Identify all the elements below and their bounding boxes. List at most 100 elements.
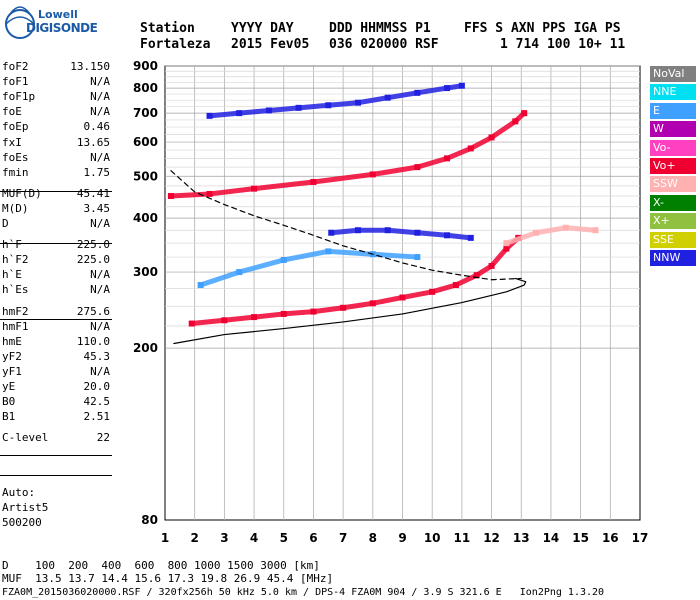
echo-data-point	[562, 224, 569, 231]
echo-data-point	[384, 227, 391, 234]
echo-trace-series	[503, 225, 598, 246]
y-tick-label: 80	[141, 513, 158, 527]
echo-trace-series	[328, 227, 474, 241]
param-value: N/A	[90, 283, 110, 297]
x-tick-label: 2	[191, 531, 199, 545]
y-tick-label: 400	[133, 211, 158, 225]
param-value: N/A	[90, 75, 110, 89]
separator	[0, 455, 112, 456]
echo-data-point	[251, 314, 258, 321]
x-tick-label: 13	[513, 531, 530, 545]
x-tick-label: 1	[161, 531, 169, 545]
legend-item: Vo-	[650, 139, 696, 156]
echo-data-point	[265, 107, 272, 114]
y-tick-label: 900	[133, 59, 158, 73]
param-row: B1 2.51	[2, 409, 110, 424]
param-label: fmin	[2, 165, 29, 179]
echo-data-point	[325, 248, 332, 255]
echo-data-point	[399, 294, 406, 301]
echo-data-point	[521, 110, 528, 117]
param-label: foEp	[2, 120, 29, 134]
param-value: N/A	[90, 105, 110, 119]
header-label-date: YYYY DAY	[231, 21, 294, 36]
legend-item: NNW	[650, 250, 696, 266]
param-value: 0.46	[83, 120, 111, 134]
echo-data-point	[310, 178, 317, 185]
x-tick-label: 5	[280, 531, 288, 545]
echo-data-point	[429, 288, 436, 295]
separator	[0, 243, 112, 244]
param-label: D	[2, 217, 9, 230]
param-value: 275.6	[76, 304, 110, 318]
param-value: N/A	[90, 217, 110, 230]
echo-data-point	[280, 310, 287, 317]
header-label-time: DDD HHMMSS P1	[329, 21, 431, 36]
param-label: h`Es	[2, 283, 29, 297]
echo-data-point	[369, 300, 376, 307]
param-value: N/A	[90, 319, 110, 333]
echo-data-point	[444, 232, 451, 239]
y-tick-label: 200	[133, 341, 158, 355]
y-tick-label: 800	[133, 81, 158, 95]
param-value: 225.0	[76, 238, 110, 252]
y-tick-label: 500	[133, 169, 158, 183]
param-row: foE N/A	[2, 104, 110, 119]
separator	[0, 319, 112, 320]
param-value: 110.0	[76, 334, 110, 348]
x-tick-label: 4	[250, 531, 258, 545]
param-label: MUF(D)	[2, 186, 42, 200]
param-label: M(D)	[2, 201, 29, 215]
param-value: 13.150	[70, 60, 110, 73]
model-profile-line	[170, 170, 522, 281]
param-row: fmin 1.75	[2, 165, 110, 180]
legend-item: E	[650, 102, 696, 119]
param-row: foF1 N/A	[2, 74, 110, 89]
param-row: h`F2 225.0	[2, 252, 110, 267]
param-label: hmE	[2, 334, 22, 348]
param-row: foF1p N/A	[2, 89, 110, 104]
param-row: foEs N/A	[2, 150, 110, 165]
auto-label: Auto:	[2, 486, 36, 499]
separator	[0, 191, 112, 192]
param-value: 1.75	[83, 165, 111, 179]
x-tick-label: 9	[398, 531, 406, 545]
echo-data-point	[206, 112, 213, 119]
legend-item: X+	[650, 213, 696, 230]
echo-data-point	[188, 320, 195, 327]
echo-data-point	[251, 185, 258, 192]
param-label: h`F2	[2, 253, 29, 267]
legend-item: W	[650, 121, 696, 138]
legend-item: NNE	[650, 84, 696, 101]
x-tick-label: 10	[424, 531, 441, 545]
logo-lowell-text: Lowell	[38, 8, 78, 21]
echo-data-point	[295, 104, 302, 111]
echo-data-point	[325, 102, 332, 109]
param-row: hmF2 275.6	[2, 304, 110, 319]
param-value: 3.45	[83, 201, 111, 215]
param-row: hmF1 N/A	[2, 319, 110, 334]
echo-trace-series	[198, 248, 420, 288]
param-label: B0	[2, 395, 16, 409]
model-profile-line	[173, 277, 527, 345]
muf-table-distance-row: D 100 200 400 600 800 1000 1500 3000 [km…	[2, 559, 320, 572]
param-label: foF2	[2, 60, 29, 73]
x-tick-label: 12	[483, 531, 500, 545]
muf-table-muf-row: MUF 13.5 13.7 14.4 15.6 17.3 19.8 26.9 4…	[2, 572, 334, 585]
echo-data-point	[503, 245, 510, 252]
echo-data-point	[197, 282, 204, 289]
param-row: hmE 110.0	[2, 334, 110, 349]
param-value: 20.0	[83, 380, 111, 393]
param-value: N/A	[90, 150, 110, 164]
param-label: hmF1	[2, 319, 29, 333]
header-label-config: FFS S AXN PPS IGA PS	[464, 21, 621, 36]
param-label: h`E	[2, 268, 22, 282]
echo-data-point	[167, 193, 174, 200]
echo-data-point	[236, 110, 243, 117]
legend-item: NoVal	[650, 66, 696, 82]
param-value: 13.65	[76, 135, 110, 149]
echo-data-point	[236, 269, 243, 276]
param-value: 45.3	[83, 349, 111, 363]
echo-data-point	[206, 190, 213, 197]
param-label: foF1p	[2, 90, 36, 104]
legend-item: SSW	[650, 176, 696, 193]
